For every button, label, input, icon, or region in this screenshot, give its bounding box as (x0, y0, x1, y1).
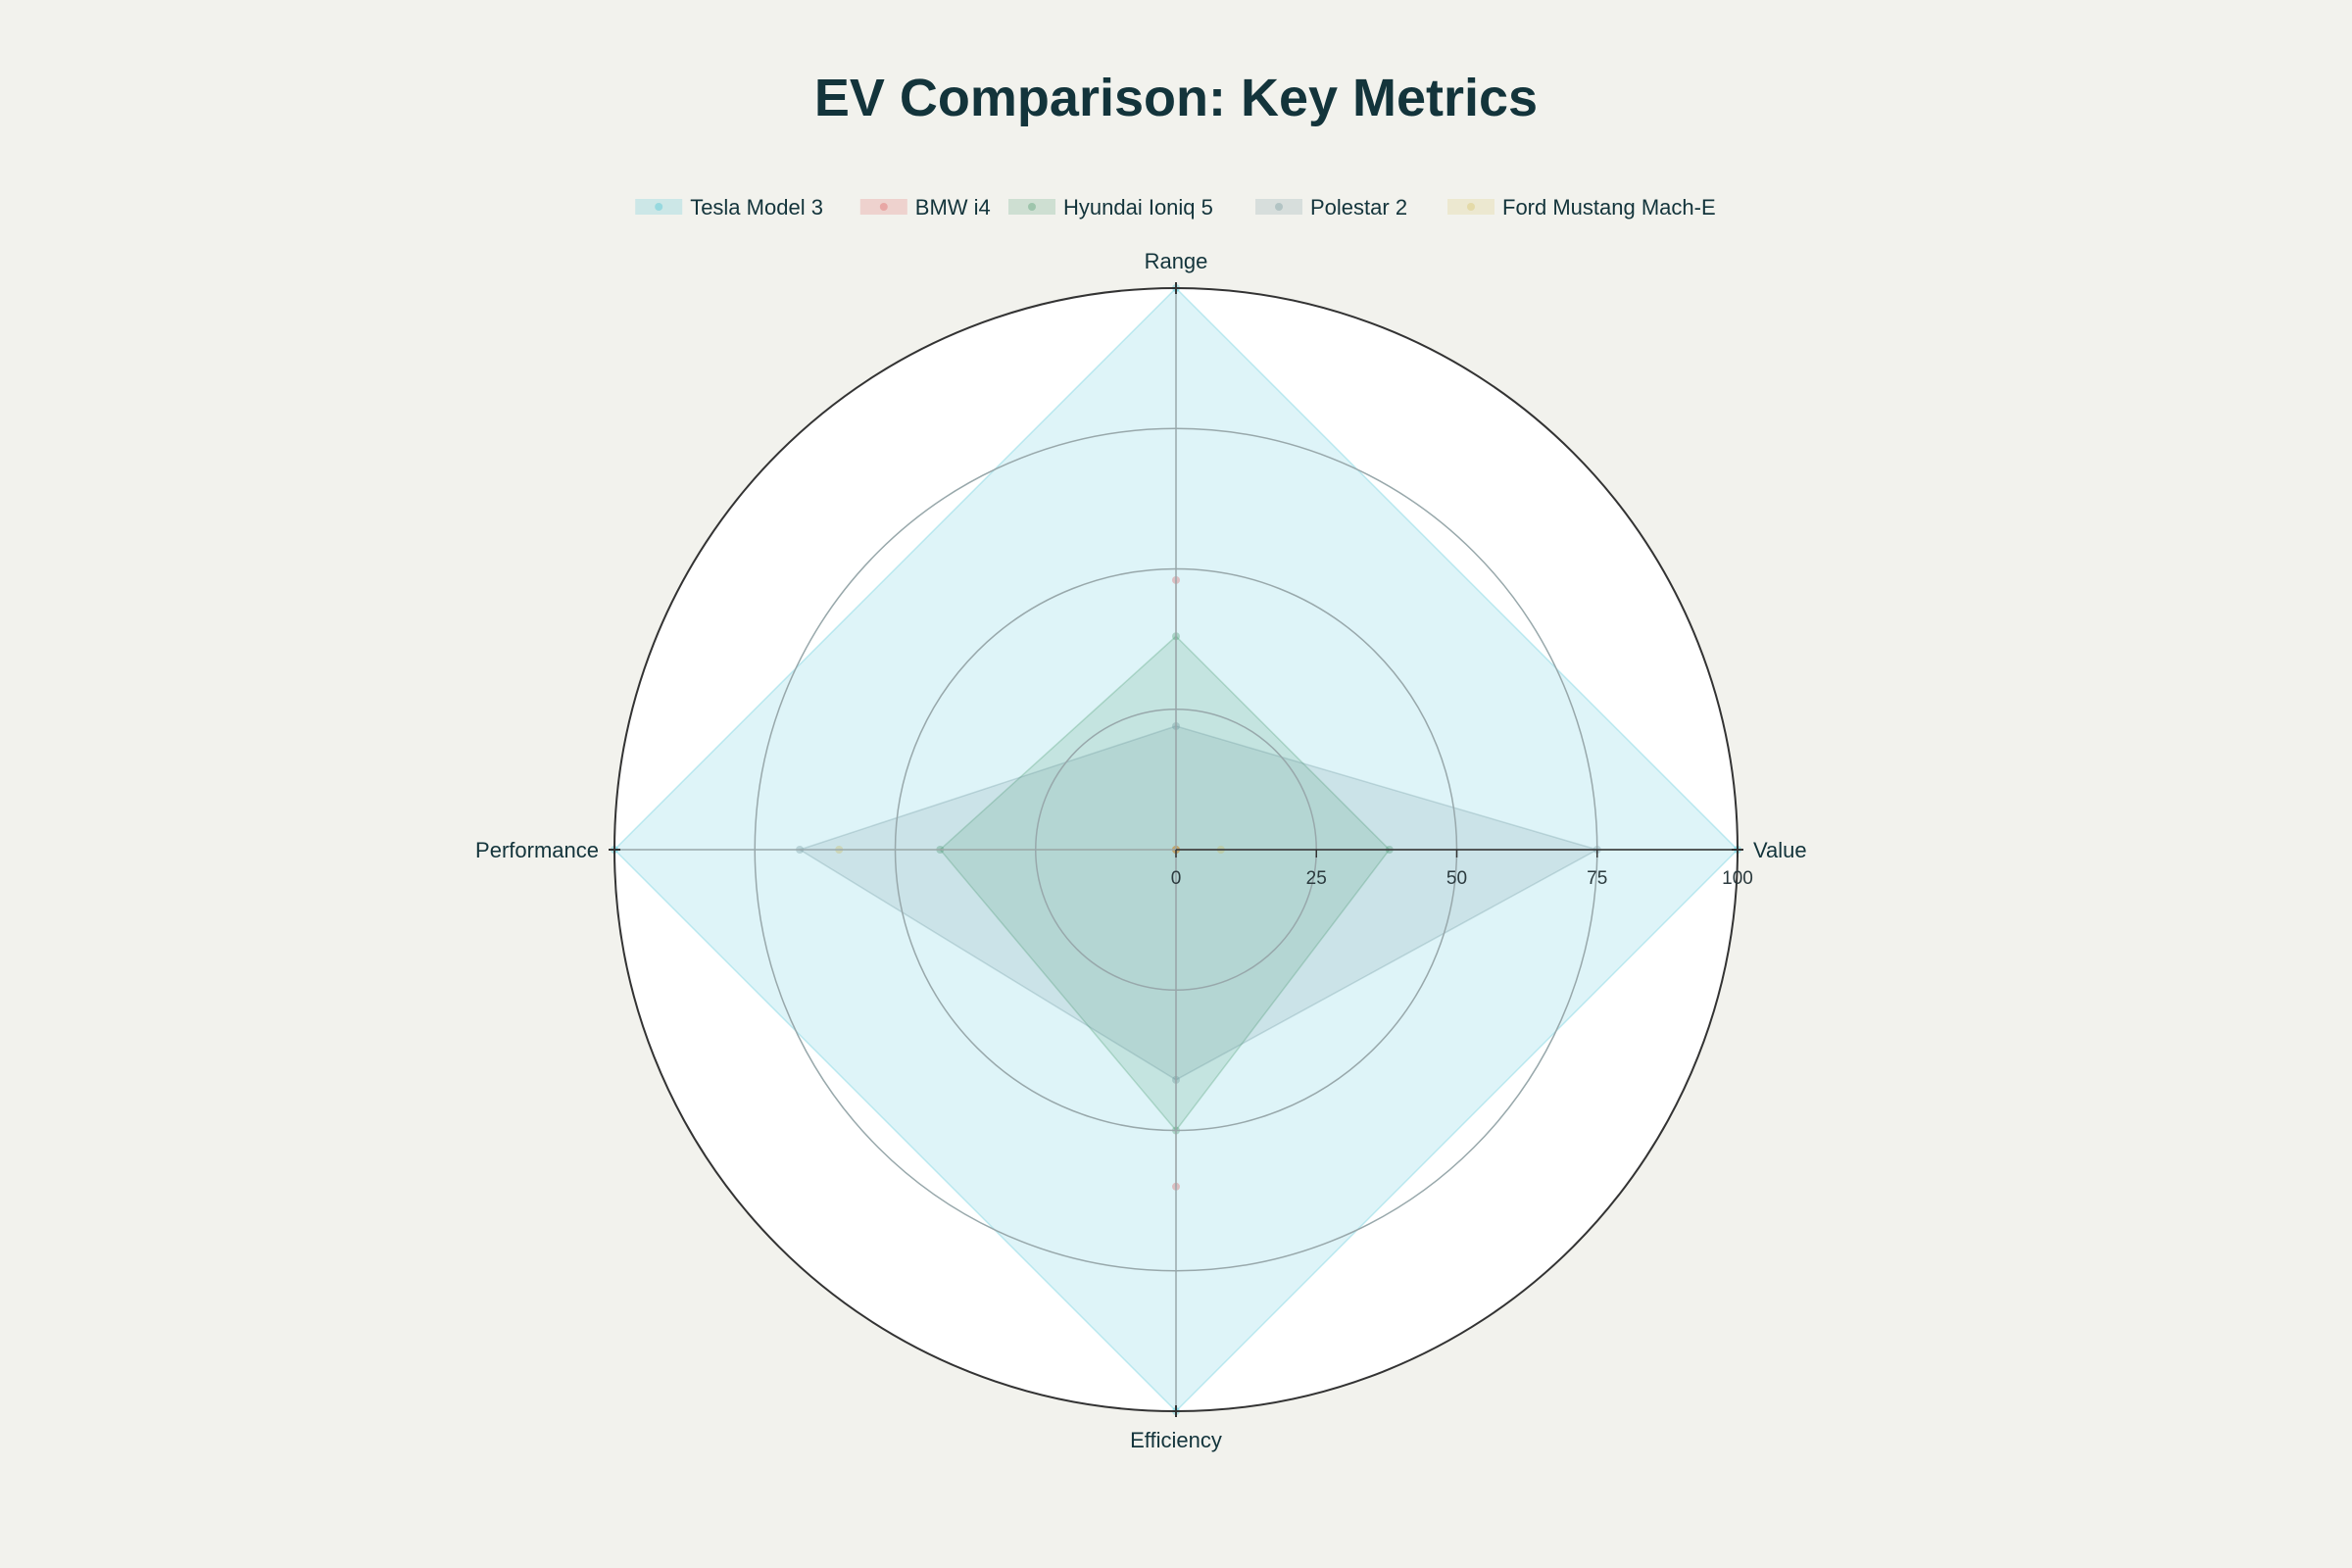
legend-label: BMW i4 (915, 195, 991, 220)
legend-marker (655, 203, 663, 211)
legend-label: Hyundai Ioniq 5 (1063, 195, 1213, 220)
label-layer: Range Value Efficiency Performance 0 25 50 75 10… (475, 249, 1807, 1452)
legend-swatch (635, 199, 683, 215)
legend-item[interactable]: Polestar 2 (1255, 195, 1407, 220)
legend-label: Polestar 2 (1310, 195, 1407, 220)
legend-marker (1467, 203, 1475, 211)
grid-layer (609, 282, 1743, 1417)
legend-marker (1028, 203, 1036, 211)
legend-label: Tesla Model 3 (690, 195, 823, 220)
legend-marker (879, 203, 888, 211)
legend-label: Ford Mustang Mach-E (1502, 195, 1716, 220)
radial-tick-label: 100 (1722, 868, 1753, 889)
legend-swatch (1255, 199, 1302, 215)
axis-label-value: Value (1753, 838, 1807, 862)
radial-tick-label: 25 (1306, 868, 1327, 889)
legend-item[interactable]: Hyundai Ioniq 5 (1008, 195, 1213, 220)
axis-label-performance: Performance (475, 838, 599, 862)
legend[interactable]: Tesla Model 3 BMW i4 Hyundai Ioniq 5 Polest… (635, 195, 1716, 220)
legend-swatch (1008, 199, 1055, 215)
axis-label-range: Range (1145, 249, 1208, 273)
legend-item[interactable]: BMW i4 (859, 195, 991, 220)
radial-tick-label: 50 (1446, 868, 1467, 889)
radial-tick-label: 0 (1171, 868, 1182, 889)
legend-swatch (859, 199, 907, 215)
radial-tick-label: 75 (1587, 868, 1607, 889)
legend-item[interactable]: Tesla Model 3 (635, 195, 823, 220)
axis-label-efficiency: Efficiency (1130, 1428, 1222, 1452)
legend-swatch (1447, 199, 1494, 215)
legend-item[interactable]: Ford Mustang Mach-E (1447, 195, 1716, 220)
legend-marker (1275, 203, 1283, 211)
chart-title: EV Comparison: Key Metrics (814, 69, 1538, 127)
